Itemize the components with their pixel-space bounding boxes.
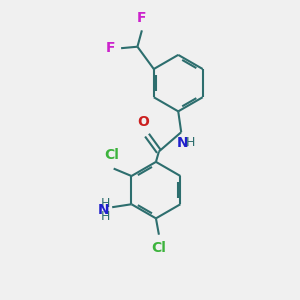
Text: N: N — [98, 203, 110, 217]
Text: F: F — [137, 11, 147, 25]
Text: H: H — [100, 197, 110, 210]
Text: Cl: Cl — [105, 148, 120, 162]
Text: H: H — [186, 136, 195, 149]
Text: O: O — [137, 115, 149, 129]
Text: Cl: Cl — [152, 241, 166, 255]
Text: N: N — [177, 136, 188, 150]
Text: H: H — [100, 210, 110, 223]
Text: F: F — [106, 41, 116, 55]
